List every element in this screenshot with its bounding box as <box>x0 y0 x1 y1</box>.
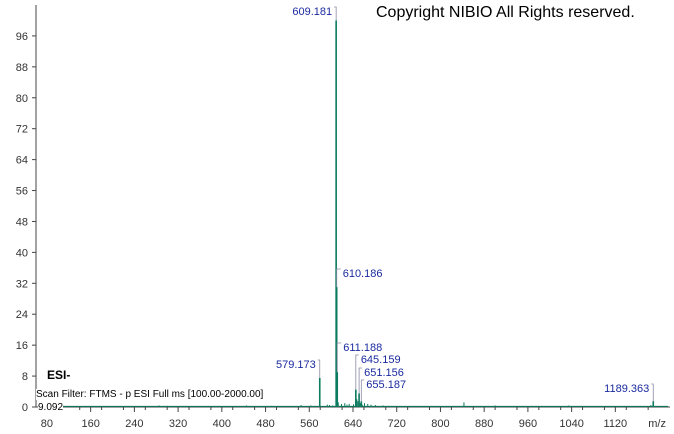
x-tick-label: 960 <box>519 418 537 430</box>
y-tick-label: 56 <box>16 186 28 198</box>
peak-label-connector <box>317 359 321 379</box>
y-tick-label: 96 <box>16 31 28 43</box>
peak-label-connector <box>336 268 341 288</box>
peak-label: 611.188 <box>343 342 382 354</box>
x-tick-label: 480 <box>256 418 274 430</box>
x-tick-label: 400 <box>213 418 231 430</box>
x-tick-label: 880 <box>475 418 493 430</box>
peak-label: 651.156 <box>364 367 404 379</box>
y-tick-label: 80 <box>16 93 28 105</box>
peak-label: 609.181 <box>292 6 332 18</box>
x-tick-label: 160 <box>81 418 99 430</box>
peak-label-connector <box>334 6 337 21</box>
x-tick-label: 240 <box>125 418 143 430</box>
y-tick-label: 24 <box>16 309 28 321</box>
peak-label: 1189.363 <box>604 383 649 395</box>
x-axis-title: m/z <box>648 418 666 430</box>
x-tick-label: 720 <box>388 418 406 430</box>
x-tick-label: 800 <box>431 418 449 430</box>
y-tick-label: 32 <box>16 278 28 290</box>
y-tick-label: 8 <box>22 371 28 383</box>
x-tick-label: 640 <box>344 418 362 430</box>
x-tick-label: 1120 <box>604 418 628 430</box>
trace-layer <box>57 20 668 407</box>
x-tick-label: 320 <box>169 418 187 430</box>
y-tick-label: 16 <box>16 340 28 352</box>
x-tick-label: 1040 <box>559 418 583 430</box>
y-tick-label: 40 <box>16 247 28 259</box>
x-tick-label: 560 <box>300 418 318 430</box>
peak-label: 645.159 <box>361 354 401 366</box>
y-tick-label: 64 <box>16 155 28 167</box>
ionization-mode-label: ESI- <box>47 368 71 382</box>
peak-label-connector <box>360 379 365 402</box>
peak-label: 610.186 <box>343 268 383 280</box>
peak-label: 655.187 <box>366 379 406 391</box>
axis-layer: 0 8 16 24 32 40 48 56 64 72 80 88 96 80 160 240 320 400 48… <box>16 5 670 430</box>
scan-filter-text: Scan Filter: FTMS - p ESI Full ms [100.0… <box>36 389 264 400</box>
y-tick-label: 72 <box>16 124 28 136</box>
copyright-notice: Copyright NIBIO All Rights reserved. <box>376 4 635 21</box>
peak-label: 579.173 <box>276 359 316 371</box>
peak-label-layer: 579.173 609.181 610.186 611.188645.159651.1… <box>276 6 654 402</box>
y-tick-label: 88 <box>16 62 28 74</box>
peak-label-connector <box>358 367 363 394</box>
peak-label-connector <box>355 354 359 390</box>
x-tick-label: 80 <box>41 418 53 430</box>
peak-label-connector <box>336 342 342 373</box>
y-tick-label: 48 <box>16 216 28 228</box>
retention-time-label: 9.092 <box>38 402 64 413</box>
peak-label-connector <box>651 383 654 402</box>
y-tick-label: 0 <box>22 402 28 414</box>
